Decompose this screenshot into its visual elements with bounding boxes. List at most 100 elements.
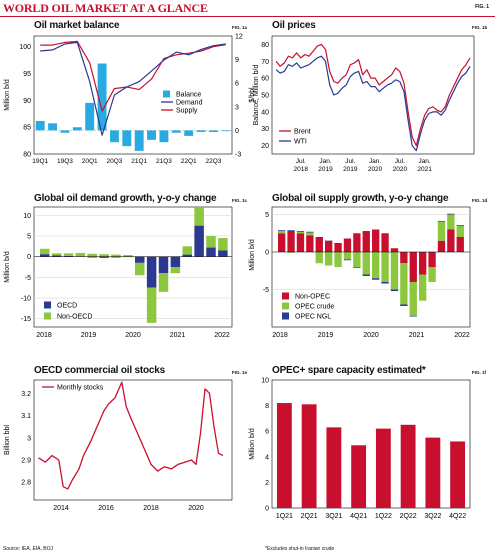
chart-c-non-oecd-bar xyxy=(99,254,109,257)
chart-f-capacity-bar xyxy=(425,437,441,508)
chart-c-oecd-bar xyxy=(218,250,228,257)
chart-c-title: Global oil demand growth, y-o-y change xyxy=(34,193,217,204)
chart-d-non-opec-bar xyxy=(306,235,314,252)
chart-a-ytick-label: 9 xyxy=(235,57,239,64)
chart-e-ytick-label: 3.2 xyxy=(21,391,31,398)
chart-d-non-opec-bar xyxy=(325,240,333,252)
chart-c-non-oecd-bar xyxy=(135,262,145,276)
chart-f-ylabel: Million b/d xyxy=(249,428,256,460)
chart-c-non-oecd-bar xyxy=(218,238,228,251)
chart-d-non-opec-bar xyxy=(390,248,399,252)
chart-d-opec-crude-bar xyxy=(447,214,455,230)
chart-f-ytick-label: 2 xyxy=(265,480,269,487)
chart-d-xtick-label: 2019 xyxy=(318,332,334,339)
chart-b-ytick-label: 30 xyxy=(261,126,269,133)
chart-d-opec-ngl-bar xyxy=(353,267,361,268)
chart-f-fig: FIG. 1f xyxy=(472,370,487,375)
chart-d-non-opec-bar xyxy=(456,237,464,252)
chart-c-oecd-bar xyxy=(170,256,181,267)
chart-d-opec-ngl-bar xyxy=(381,282,389,284)
chart-b-xtick-year: 2020 xyxy=(393,166,408,173)
chart-a-xtick-label: 20Q3 xyxy=(106,158,122,165)
chart-d-opec-crude-bar xyxy=(381,252,389,282)
chart-c-ytick-label: 0 xyxy=(27,254,31,261)
chart-d-opec-ngl-bar xyxy=(296,231,305,232)
chart-c-non-oecd-bar xyxy=(63,253,74,256)
chart-f-capacity-bar xyxy=(400,424,416,508)
chart-d-opec-ngl-bar xyxy=(362,274,370,276)
chart-d-non-opec-bar xyxy=(428,252,436,267)
chart-f-title: OPEC+ spare capacity estimated* xyxy=(272,365,426,376)
chart-a-legend-label: Supply xyxy=(176,108,198,115)
chart-d-plot-frame xyxy=(271,206,471,328)
chart-d-xtick-label: 2020 xyxy=(363,332,379,339)
chart-c-oecd-bar xyxy=(182,254,192,257)
chart-c-ytick-label: 10 xyxy=(23,213,31,220)
chart-c-xtick-label: 2018 xyxy=(36,332,52,339)
chart-d-opec-crude-bar xyxy=(428,267,436,282)
chart-f-ytick-label: 6 xyxy=(265,429,269,436)
chart-a-ytick-label: 100 xyxy=(19,44,31,51)
chart-b-xtick-year: 2021 xyxy=(417,166,432,173)
chart-e-ytick-label: 2.9 xyxy=(21,458,31,465)
chart-f-xtick-label: 2Q22 xyxy=(400,513,417,520)
chart-c-non-oecd-bar xyxy=(206,235,216,248)
chart-c-oecd-bar xyxy=(146,256,157,288)
chart-c-oecd-bar xyxy=(99,256,109,258)
chart-d-opec-ngl-bar xyxy=(437,221,446,222)
chart-e-xtick-label: 2016 xyxy=(98,505,114,512)
chart-d-opec-ngl-bar xyxy=(306,231,314,233)
header-title: WORLD OIL MARKET AT A GLANCE xyxy=(3,1,208,15)
chart-c-oecd-bar xyxy=(40,254,50,257)
chart-c-oecd-bar xyxy=(135,256,145,263)
chart-b-ytick-label: 70 xyxy=(261,59,269,66)
chart-f-xtick-label: 2Q21 xyxy=(301,513,318,520)
chart-a-balance-bar xyxy=(159,130,169,143)
chart-b-xtick-year: 2018 xyxy=(294,166,309,173)
chart-c-ytick-label: -15 xyxy=(21,316,31,323)
chart-a-ytick-label: 12 xyxy=(235,34,243,41)
chart-c-non-oecd-bar xyxy=(158,273,169,292)
chart-c-oecd-bar xyxy=(194,225,204,257)
chart-d-non-opec-bar xyxy=(372,229,380,252)
chart-b-legend-label: Brent xyxy=(294,129,311,136)
chart-b-xtick-label: Jul. xyxy=(296,158,306,165)
chart-b-legend-label: WTI xyxy=(294,139,307,146)
chart-d-opec-ngl-bar xyxy=(409,315,417,317)
chart-a-xtick-label: 21Q1 xyxy=(131,158,147,165)
chart-d-opec-ngl-bar xyxy=(400,304,408,306)
chart-b-xtick-year: 2020 xyxy=(368,166,383,173)
chart-a-balance-bar xyxy=(85,102,95,131)
chart-d-fig: FIG. 1d xyxy=(472,198,488,203)
chart-e-plot-frame xyxy=(33,379,233,501)
chart-e-ytick-label: 3 xyxy=(27,435,31,442)
chart-c-oecd-bar xyxy=(158,256,169,274)
chart-f-xtick-label: 3Q21 xyxy=(325,513,342,520)
chart-c-non-oecd-bar xyxy=(51,253,62,256)
chart-d-opec-crude-bar xyxy=(325,252,333,266)
chart-a-ytick-label: 90 xyxy=(23,98,31,105)
chart-b-plot-frame xyxy=(271,35,475,155)
chart-f-ytick-label: 8 xyxy=(265,403,269,410)
chart-c-non-oecd-bar xyxy=(170,267,181,274)
chart-f-capacity-bar xyxy=(450,441,466,508)
chart-b-xtick-label: Jul. xyxy=(345,158,355,165)
chart-d-non-opec-bar xyxy=(381,233,389,252)
chart-c-non-oecd-bar xyxy=(40,248,50,255)
chart-c-xtick-label: 2020 xyxy=(125,332,141,339)
header-fig-label: FIG. 1 xyxy=(475,4,489,10)
chart-a-xtick-label: 21Q3 xyxy=(156,158,172,165)
chart-a-balance-bar xyxy=(196,130,206,132)
chart-d-opec-crude-bar xyxy=(362,252,370,275)
chart-d-opec-ngl-bar xyxy=(343,259,352,261)
chart-c-oecd-bar xyxy=(111,256,121,258)
chart-d-opec-crude-bar xyxy=(315,252,323,264)
chart-d-opec-ngl-bar xyxy=(278,230,286,231)
chart-c-xtick-label: 2019 xyxy=(81,332,97,339)
chart-d-opec-crude-bar xyxy=(278,231,286,234)
chart-d-non-opec-bar xyxy=(362,231,370,252)
chart-c-plot-frame xyxy=(33,206,233,328)
chart-d-non-opec-bar xyxy=(278,233,286,252)
chart-a-balance-bar xyxy=(60,130,70,133)
chart-b-xtick-label: Jan. xyxy=(418,158,430,165)
